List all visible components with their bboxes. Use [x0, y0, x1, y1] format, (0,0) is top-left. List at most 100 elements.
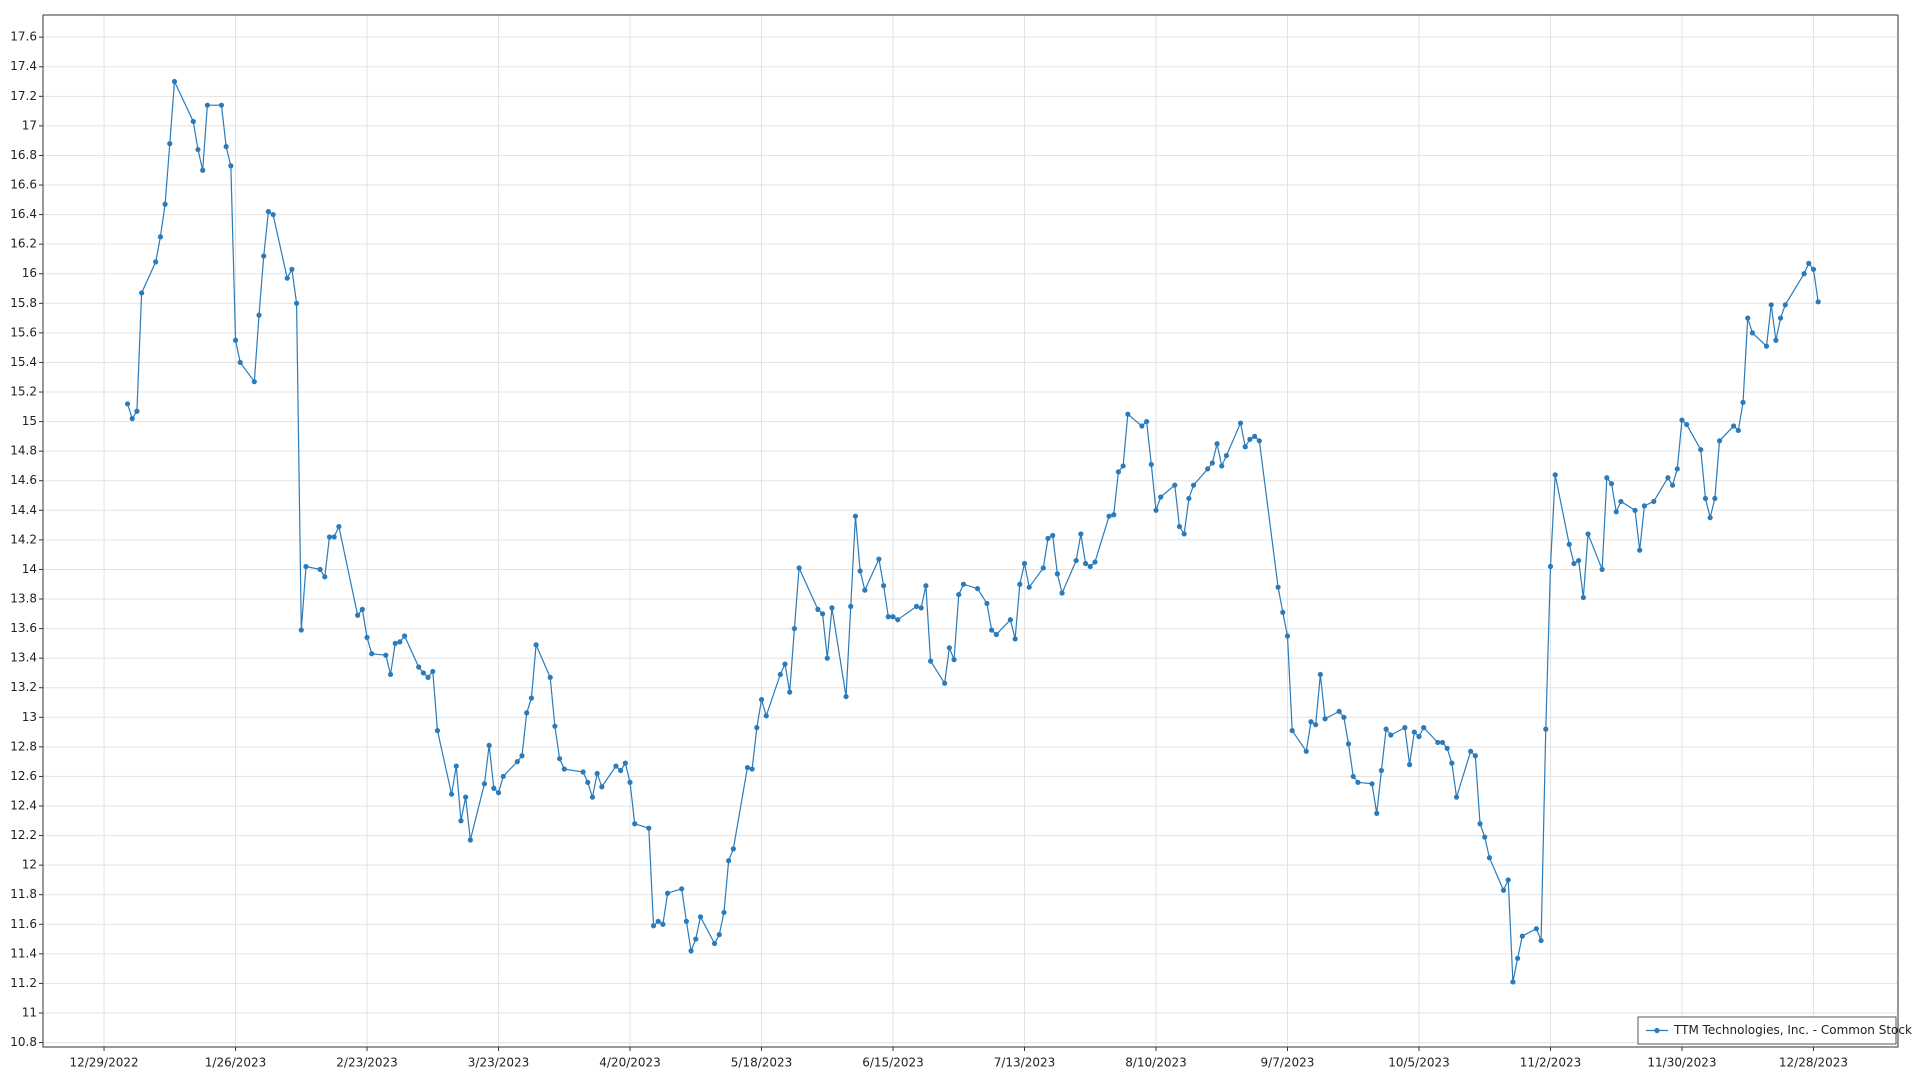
data-point [228, 163, 234, 169]
data-point [1336, 708, 1342, 714]
data-point [200, 167, 206, 173]
x-tick-label: 11/30/2023 [1647, 1056, 1716, 1070]
x-tick-label: 4/20/2023 [599, 1056, 661, 1070]
y-tick-label: 15.2 [10, 385, 37, 399]
data-point [927, 658, 934, 664]
data-point [1500, 887, 1507, 893]
y-tick-label: 15.4 [10, 355, 37, 369]
data-point [1801, 271, 1807, 277]
y-tick-label: 11 [22, 1005, 37, 1019]
data-point [744, 764, 751, 771]
data-point [524, 710, 530, 716]
data-point [1209, 460, 1215, 466]
data-point [1782, 302, 1788, 308]
y-tick-label: 15.6 [10, 325, 37, 339]
legend-box [1637, 1016, 1897, 1045]
x-tick-label: 12/28/2023 [1779, 1056, 1848, 1070]
data-point [1205, 466, 1211, 472]
data-point [956, 591, 962, 598]
data-point [1599, 566, 1605, 573]
data-point [1510, 979, 1516, 985]
y-tick-label: 17.2 [10, 89, 37, 103]
data-point [688, 948, 694, 954]
data-point [782, 661, 788, 667]
y-tick-label: 12.2 [10, 828, 37, 842]
data-point [1242, 444, 1248, 450]
data-point [697, 914, 704, 920]
data-point [270, 211, 276, 218]
data-point [1538, 937, 1544, 944]
data-point [387, 671, 394, 678]
data-point [1477, 821, 1483, 827]
data-point [1745, 315, 1751, 321]
data-point [1111, 512, 1117, 518]
x-tick-label: 11/2/2023 [1520, 1056, 1582, 1070]
data-point [1252, 433, 1258, 439]
data-point [392, 640, 398, 646]
data-point [1350, 773, 1356, 780]
data-point [383, 652, 389, 658]
data-point [1186, 495, 1192, 502]
data-point [885, 614, 891, 620]
data-point [683, 918, 689, 924]
data-point [162, 201, 168, 207]
y-tick-label: 11.2 [10, 976, 37, 990]
data-point [190, 118, 196, 125]
data-point [1515, 955, 1521, 961]
data-point [486, 742, 492, 748]
data-point [167, 141, 173, 147]
data-point [1026, 584, 1032, 590]
data-point [796, 565, 802, 571]
x-tick-label: 9/7/2023 [1261, 1056, 1315, 1070]
data-point [1050, 532, 1056, 539]
data-point [646, 825, 652, 831]
data-point [491, 785, 497, 791]
data-point [918, 605, 924, 611]
y-tick-label: 11.6 [10, 917, 37, 931]
legend-marker [1654, 1027, 1660, 1034]
data-point [594, 770, 600, 777]
data-point [1632, 507, 1638, 513]
data-point [402, 633, 408, 639]
data-point [139, 290, 145, 296]
data-point [1749, 330, 1756, 336]
data-point [232, 337, 239, 343]
data-point [322, 574, 328, 580]
data-point [218, 102, 225, 108]
y-tick-label: 11.4 [10, 946, 37, 960]
data-point [749, 766, 755, 772]
data-point [862, 587, 868, 593]
y-tick-label: 17 [22, 118, 37, 132]
x-tick-label: 12/29/2022 [69, 1056, 138, 1070]
data-point [890, 614, 896, 620]
data-point [1421, 725, 1427, 731]
data-point [552, 723, 558, 729]
data-point [1115, 469, 1122, 475]
data-point [1345, 741, 1352, 747]
data-point [1453, 794, 1460, 800]
data-point [819, 611, 826, 617]
data-point [1355, 779, 1361, 785]
data-point [664, 890, 671, 896]
data-point [913, 603, 920, 610]
data-point [1580, 594, 1586, 601]
x-tick-label: 2/23/2023 [336, 1056, 398, 1070]
y-tick-label: 13.2 [10, 680, 37, 694]
data-point [289, 266, 295, 272]
data-point [622, 760, 628, 766]
y-tick-label: 15.8 [10, 296, 37, 310]
data-point [284, 275, 290, 281]
data-point [1280, 609, 1286, 615]
data-point [1416, 733, 1422, 740]
y-tick-label: 14.6 [10, 473, 37, 487]
data-point [1308, 719, 1314, 725]
y-tick-label: 10.8 [10, 1035, 37, 1049]
data-point [1148, 461, 1154, 468]
data-point [650, 923, 657, 929]
data-point [556, 756, 563, 762]
data-point [251, 379, 257, 385]
data-point [561, 766, 567, 772]
data-point [1806, 260, 1812, 266]
data-point [951, 657, 957, 663]
data-point [679, 886, 685, 892]
